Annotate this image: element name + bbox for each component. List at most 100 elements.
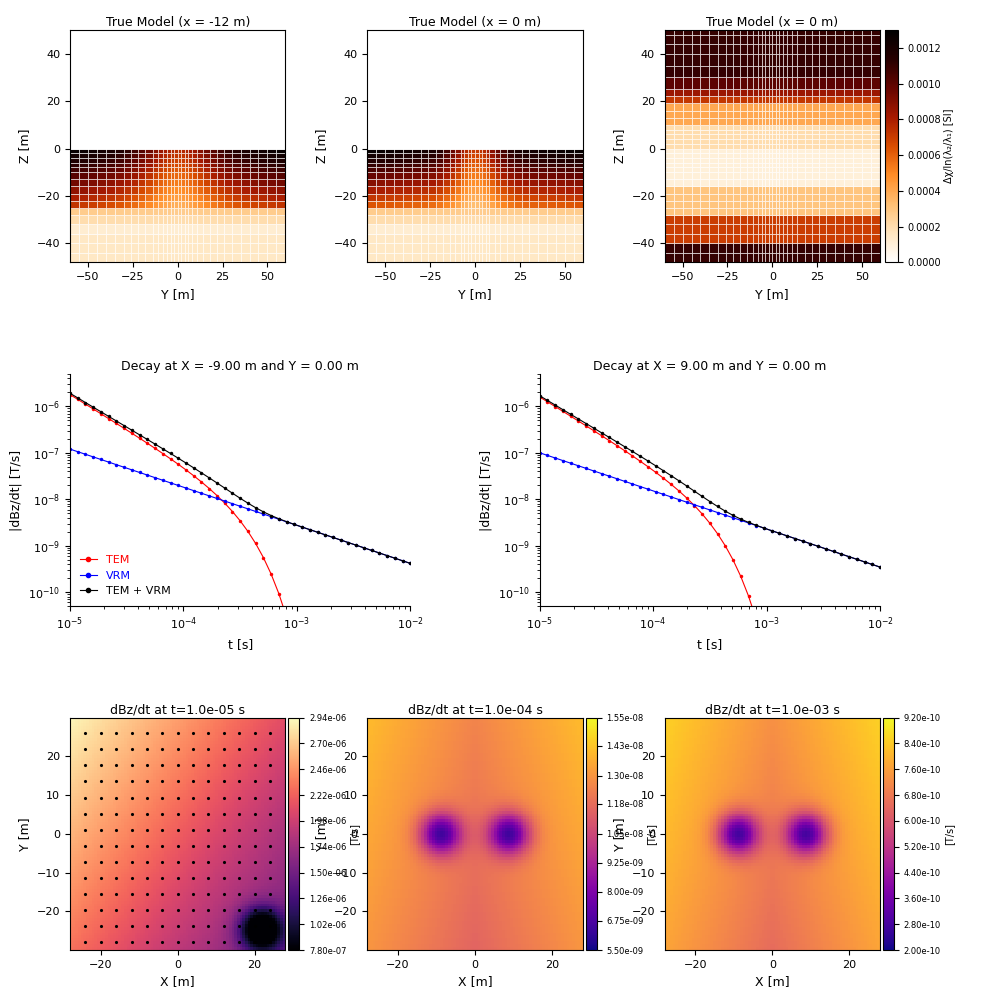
Bar <box>443 35 450 44</box>
Bar <box>733 179 740 186</box>
Bar <box>167 134 171 139</box>
Bar <box>538 215 547 224</box>
Bar <box>747 253 753 262</box>
Bar <box>871 208 880 215</box>
Bar <box>232 89 241 96</box>
Bar <box>115 89 124 96</box>
Bar <box>776 194 779 201</box>
Bar <box>192 103 197 111</box>
Bar <box>192 96 197 103</box>
Bar <box>486 158 489 163</box>
Bar <box>163 144 167 149</box>
Bar <box>79 144 88 149</box>
Bar <box>79 194 88 201</box>
Bar <box>70 66 79 77</box>
Bar <box>733 149 740 153</box>
Bar <box>394 144 403 149</box>
Bar <box>826 215 835 224</box>
Bar <box>826 201 835 208</box>
Bar <box>367 111 376 118</box>
Bar <box>106 153 115 158</box>
Bar <box>853 118 862 125</box>
Bar <box>97 158 106 163</box>
Bar <box>495 134 500 139</box>
Bar <box>819 77 826 89</box>
Bar <box>819 35 826 44</box>
Bar <box>700 125 709 130</box>
Bar <box>167 186 171 194</box>
Bar <box>79 118 88 125</box>
Bar <box>403 134 412 139</box>
Bar <box>787 224 792 234</box>
Bar <box>538 153 547 158</box>
Bar <box>486 118 489 125</box>
Bar <box>700 149 709 153</box>
Bar <box>131 54 138 66</box>
Bar <box>403 179 412 186</box>
Bar <box>489 134 495 139</box>
Bar <box>475 30 479 35</box>
Bar <box>556 179 565 186</box>
Bar <box>772 111 776 118</box>
Bar <box>217 215 224 224</box>
Bar <box>805 243 812 253</box>
Bar <box>267 144 276 149</box>
Bar <box>79 215 88 224</box>
Bar <box>482 118 486 125</box>
Bar <box>495 103 500 111</box>
Bar <box>819 149 826 153</box>
Bar <box>826 89 835 96</box>
Bar <box>776 224 779 234</box>
Bar <box>489 172 495 179</box>
Bar <box>765 89 769 96</box>
Bar <box>700 134 709 139</box>
Bar <box>500 30 507 35</box>
Bar <box>797 186 805 194</box>
Bar <box>529 179 538 186</box>
Bar <box>224 149 232 153</box>
Bar <box>783 224 787 234</box>
Bar <box>489 30 495 35</box>
Bar <box>538 130 547 134</box>
Bar <box>769 194 772 201</box>
Bar <box>115 158 124 163</box>
Bar <box>674 125 683 130</box>
Bar <box>464 118 468 125</box>
Bar <box>185 153 188 158</box>
Bar <box>385 111 394 118</box>
Bar <box>556 144 565 149</box>
Bar <box>507 66 514 77</box>
Bar <box>232 253 241 262</box>
Bar <box>464 130 468 134</box>
Bar <box>486 103 489 111</box>
Bar <box>758 66 762 77</box>
Bar <box>188 66 192 77</box>
Bar <box>835 208 844 215</box>
Bar <box>367 130 376 134</box>
Bar <box>88 194 97 201</box>
Bar <box>88 103 97 111</box>
Bar <box>153 125 158 130</box>
Bar <box>385 243 394 253</box>
Bar <box>665 139 674 144</box>
Bar <box>871 54 880 66</box>
Bar <box>163 66 167 77</box>
Bar <box>106 243 115 253</box>
Bar <box>197 125 203 130</box>
Bar <box>258 130 267 134</box>
Bar <box>776 167 779 172</box>
Bar <box>486 253 489 262</box>
Bar <box>178 111 181 118</box>
Bar <box>779 111 783 118</box>
Bar <box>385 179 394 186</box>
Bar <box>210 77 217 89</box>
Bar <box>787 118 792 125</box>
Bar <box>776 172 779 179</box>
Bar <box>475 194 479 201</box>
Bar <box>145 111 153 118</box>
Bar <box>683 201 692 208</box>
Bar <box>185 35 188 44</box>
Bar <box>450 153 455 158</box>
Bar <box>718 172 726 179</box>
Bar <box>475 118 479 125</box>
